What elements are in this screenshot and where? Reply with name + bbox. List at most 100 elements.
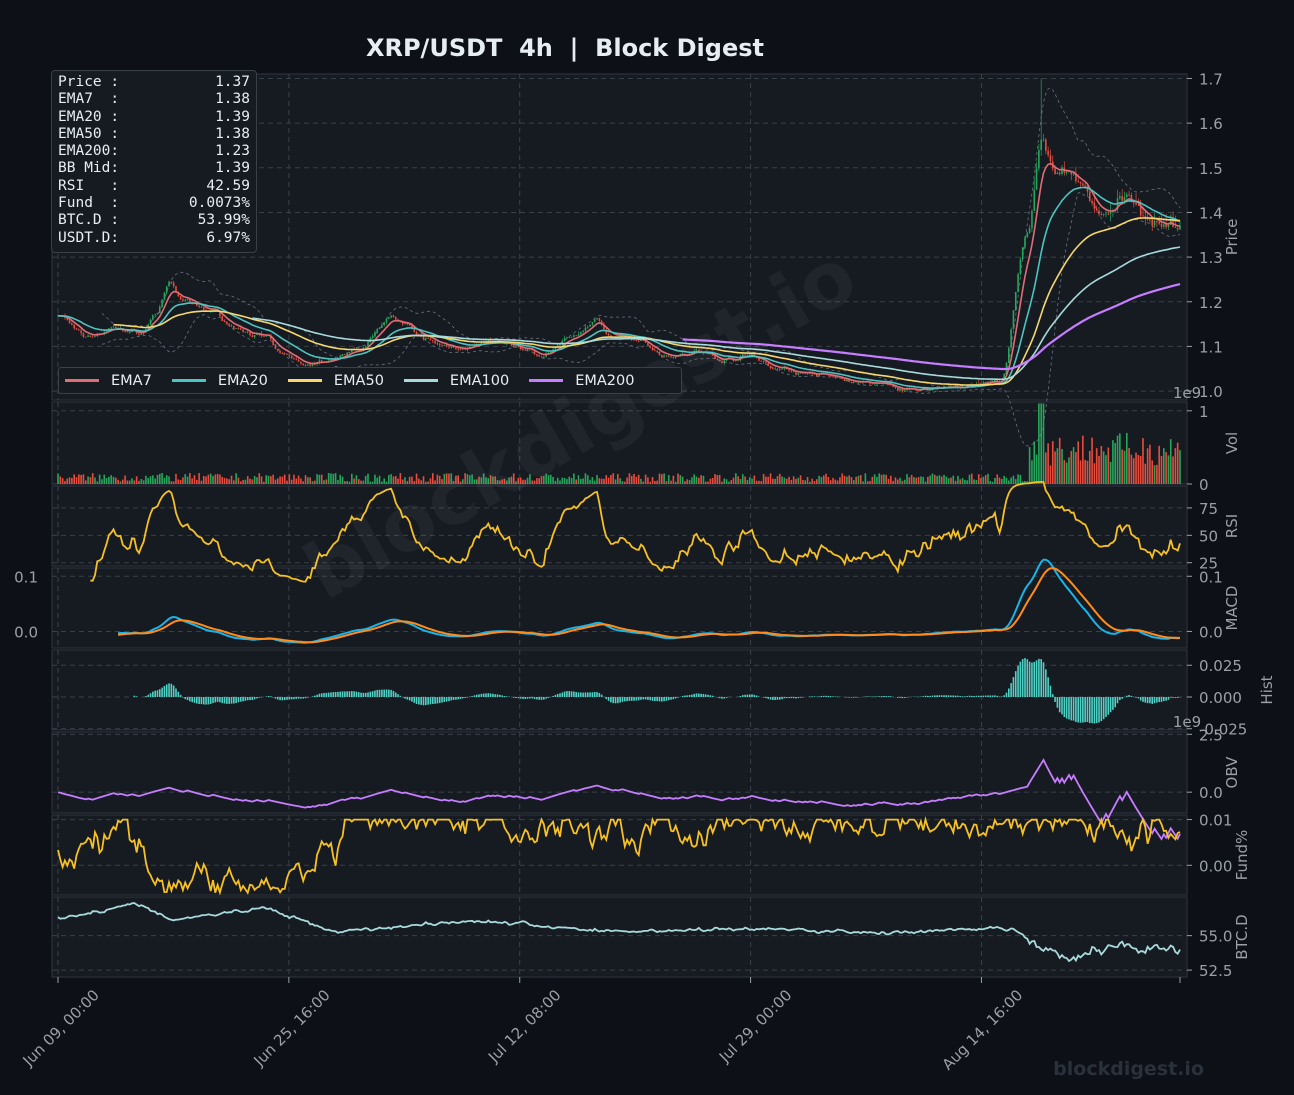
volume-bar <box>242 479 244 484</box>
candle-body <box>339 355 342 358</box>
info-row: BB Mid: 1.39 <box>58 160 250 177</box>
candle-body <box>834 376 837 378</box>
histogram-bar <box>1033 661 1036 697</box>
histogram-bar <box>982 695 985 697</box>
histogram-bar <box>792 696 795 699</box>
histogram-bar <box>1061 696 1063 715</box>
histogram-bar <box>1003 695 1005 697</box>
histogram-bar <box>1010 683 1012 697</box>
histogram-bar <box>896 696 899 698</box>
volume-bar <box>443 473 446 484</box>
histogram-bar <box>198 696 200 704</box>
histogram-bar <box>698 693 700 697</box>
histogram-bar <box>762 696 765 698</box>
histogram-bar <box>991 695 994 697</box>
histogram-bar <box>332 692 335 697</box>
info-value: 0.0073% <box>188 195 250 212</box>
histogram-bar <box>996 695 999 697</box>
candle-body <box>654 350 656 352</box>
volume-bar <box>121 479 124 484</box>
volume-bar <box>621 481 624 484</box>
histogram-bar <box>531 696 534 699</box>
volume-bar <box>1035 454 1038 484</box>
histogram-bar <box>1174 696 1177 698</box>
volume-bar <box>568 476 571 484</box>
volume-bar <box>848 475 850 484</box>
histogram-bar <box>149 693 152 697</box>
histogram-bar <box>1091 696 1093 724</box>
candle-body <box>790 370 793 372</box>
volume-bar <box>117 479 119 484</box>
histogram-bar <box>598 692 601 697</box>
histogram-bar <box>293 696 295 700</box>
candle-body <box>1174 226 1177 228</box>
candle-body <box>1075 173 1077 182</box>
histogram-bar <box>494 694 497 697</box>
histogram-bar <box>536 696 538 700</box>
candle-body <box>371 336 374 339</box>
candle-body <box>124 330 126 332</box>
candle-body <box>774 368 776 370</box>
volume-bar <box>265 475 268 484</box>
candle-body <box>1084 185 1086 187</box>
histogram-bar <box>811 696 813 697</box>
candle-body <box>364 346 367 348</box>
histogram-bar <box>195 696 198 704</box>
info-value: 6.97% <box>206 229 250 246</box>
histogram-bar <box>1093 696 1096 724</box>
candle-body <box>1058 172 1061 175</box>
candle-body <box>857 382 860 384</box>
histogram-bar <box>605 696 608 700</box>
info-row: EMA7 : 1.38 <box>58 91 250 108</box>
volume-bar <box>362 480 365 484</box>
histogram-bar <box>413 696 416 703</box>
histogram-bar <box>656 696 658 702</box>
volume-bar <box>494 476 497 484</box>
volume-bar <box>1086 460 1089 484</box>
candle-body <box>524 349 527 351</box>
volume-bar <box>559 480 561 484</box>
histogram-bar <box>133 695 136 697</box>
volume-bar <box>1075 452 1077 484</box>
candle-body <box>829 375 832 377</box>
volume-bar <box>71 478 73 484</box>
histogram-bar <box>1024 658 1026 697</box>
volume-bar <box>84 480 87 484</box>
candle-body <box>293 358 295 360</box>
histogram-bar <box>457 696 460 700</box>
volume-bar <box>746 480 749 484</box>
volume-bar <box>297 475 300 484</box>
y-tick-label: 50 <box>1199 527 1218 545</box>
candle-body <box>385 318 388 323</box>
volume-bar <box>475 479 478 484</box>
candle-body <box>161 299 163 307</box>
volume-bar <box>809 481 811 484</box>
candle-body <box>563 338 566 342</box>
panel-macd-background <box>51 567 1188 649</box>
volume-bar <box>785 478 788 484</box>
volume-bar <box>226 478 228 484</box>
volume-bar <box>357 479 360 484</box>
histogram-bar <box>681 695 684 697</box>
histogram-bar <box>617 696 619 704</box>
histogram-bar <box>526 696 529 699</box>
candle-body <box>348 351 351 353</box>
volume-bar <box>309 477 311 484</box>
volume-bar <box>221 476 224 484</box>
histogram-bar <box>739 695 742 697</box>
volume-bar <box>536 478 538 484</box>
candle-body <box>1144 216 1147 217</box>
histogram-bar <box>723 696 726 699</box>
histogram-bar <box>554 694 557 697</box>
volume-bar <box>78 474 80 484</box>
volume-bar <box>1058 437 1061 484</box>
volume-bar <box>436 474 439 484</box>
volume-bar <box>383 478 385 484</box>
histogram-bar <box>161 687 163 697</box>
candle-body <box>1065 171 1068 173</box>
volume-bar <box>792 476 795 484</box>
legend-label: EMA200 <box>575 372 635 389</box>
y-axis-label: MACD <box>1223 586 1241 631</box>
histogram-bar <box>318 693 321 697</box>
candle-body <box>163 292 166 300</box>
